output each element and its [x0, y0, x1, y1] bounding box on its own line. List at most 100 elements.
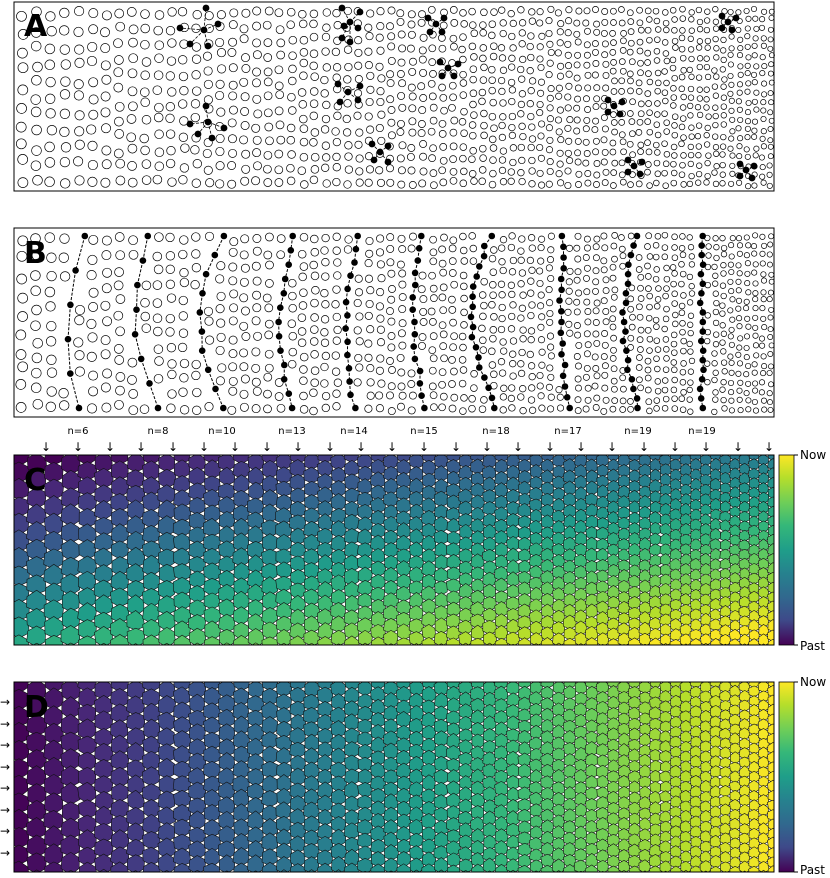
- cell-marker: [546, 332, 555, 340]
- cell-marker: [88, 109, 99, 120]
- cluster-node: [624, 168, 632, 176]
- chain-link: [136, 285, 138, 310]
- cell-marker: [179, 373, 189, 383]
- cell-marker: [712, 6, 719, 13]
- cell-marker: [205, 335, 215, 345]
- cell-marker: [584, 244, 591, 252]
- cell-marker: [479, 21, 487, 29]
- cell-marker: [309, 9, 319, 19]
- cluster-node: [354, 96, 362, 104]
- cell-marker: [671, 300, 678, 307]
- cell-marker: [429, 70, 437, 78]
- cell-marker: [355, 312, 364, 321]
- cell-marker: [490, 246, 498, 254]
- cell-marker: [488, 361, 497, 369]
- cell-marker: [439, 143, 448, 151]
- chain-node: [139, 257, 147, 264]
- chain-node: [557, 329, 565, 337]
- chain-link: [67, 339, 71, 374]
- cell-marker: [114, 101, 125, 112]
- cell-marker: [670, 331, 678, 339]
- cell-marker: [321, 272, 330, 281]
- cell-marker: [216, 107, 226, 117]
- cell-marker: [669, 264, 677, 271]
- chain-node: [144, 232, 152, 240]
- cell-marker: [610, 182, 617, 189]
- cell-marker: [86, 318, 97, 329]
- cell-marker: [696, 95, 704, 102]
- down-arrow-icon: ↓: [639, 440, 649, 454]
- cell-marker: [141, 57, 152, 67]
- cell-marker: [758, 379, 766, 386]
- cell-marker: [575, 181, 582, 188]
- cell-marker: [759, 260, 766, 267]
- chain-node: [624, 270, 632, 278]
- cell-marker: [252, 78, 261, 88]
- cell-marker: [637, 26, 645, 34]
- cell-marker: [274, 178, 284, 187]
- cell-marker: [276, 135, 286, 145]
- cell-marker: [601, 384, 609, 392]
- cell-marker: [489, 144, 498, 152]
- cell-marker: [166, 146, 176, 156]
- cell-marker: [499, 147, 508, 155]
- cell-marker: [439, 21, 448, 30]
- tissue-cell: [574, 713, 587, 728]
- cell-marker: [165, 102, 175, 112]
- cell-marker: [509, 337, 518, 345]
- cell-marker: [593, 171, 601, 179]
- cell-marker: [705, 113, 712, 120]
- cell-marker: [728, 107, 735, 114]
- cell-marker: [517, 143, 525, 152]
- tissue-cell: [585, 581, 599, 597]
- cell-marker: [768, 61, 775, 68]
- cell-marker: [430, 294, 438, 302]
- cell-marker: [713, 299, 720, 307]
- cell-marker: [508, 63, 516, 71]
- cell-marker: [671, 290, 678, 298]
- cell-marker: [644, 366, 652, 374]
- cell-marker: [645, 100, 652, 107]
- cell-marker: [101, 74, 112, 85]
- cell-marker: [239, 293, 249, 303]
- tissue-cell: [32, 869, 42, 872]
- cell-marker: [15, 379, 27, 390]
- chain-link: [75, 235, 86, 271]
- cell-marker: [333, 271, 342, 280]
- chain-node: [131, 331, 139, 338]
- cell-marker: [584, 71, 592, 79]
- chain-node: [624, 280, 632, 288]
- chain-node: [696, 385, 704, 393]
- cell-marker: [376, 7, 385, 16]
- cell-marker: [719, 143, 727, 150]
- cell-marker: [547, 85, 555, 93]
- cell-marker: [342, 128, 352, 137]
- cell-marker: [299, 288, 308, 297]
- right-arrow-icon: →: [0, 824, 10, 838]
- chain-node: [699, 328, 707, 335]
- cell-marker: [574, 268, 582, 276]
- cell-marker: [695, 74, 703, 81]
- cell-marker: [518, 177, 526, 186]
- cell-marker: [583, 298, 591, 306]
- cell-marker: [17, 311, 28, 322]
- cell-marker: [736, 344, 743, 351]
- cell-marker: [653, 323, 660, 330]
- cell-marker: [653, 141, 660, 149]
- cell-marker: [669, 7, 677, 14]
- cell-marker: [409, 57, 417, 66]
- cell-marker: [610, 377, 618, 385]
- cell-marker: [711, 360, 718, 367]
- cell-marker: [376, 260, 385, 269]
- cell-marker: [545, 71, 553, 79]
- cell-marker: [671, 27, 678, 34]
- cell-marker: [573, 308, 581, 316]
- cell-marker: [387, 295, 396, 304]
- cell-marker: [479, 346, 488, 354]
- chain-node: [633, 395, 641, 402]
- cell-marker: [760, 143, 767, 150]
- chain-node: [277, 347, 284, 355]
- chain-node: [211, 251, 219, 259]
- cell-marker: [727, 261, 734, 268]
- cell-marker: [652, 7, 660, 15]
